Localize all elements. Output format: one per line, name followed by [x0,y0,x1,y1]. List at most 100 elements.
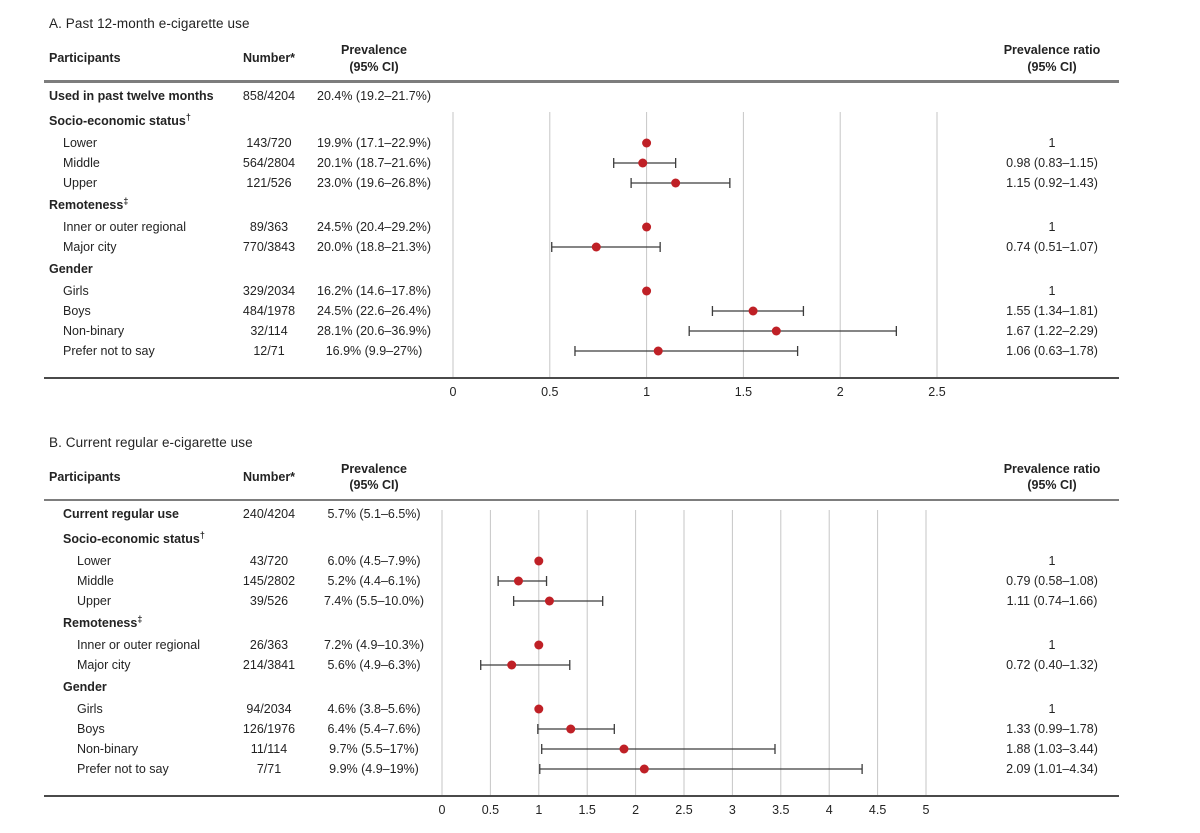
table-row: Socio-economic status† [44,527,1119,551]
x-axis-line [44,376,1119,379]
point-estimate-dot [534,556,544,566]
ratio-value: 1 [1048,702,1056,716]
x-tick-label: 5 [922,803,930,817]
prevalence-value: 20.0% (18.8–21.3%) [317,239,431,254]
number-value: 126/1976 [242,722,296,736]
x-tick-label: 0.5 [541,384,559,399]
prevalence-value: 16.2% (14.6–17.8%) [317,283,431,298]
prevalence-value: 5.2% (4.4–6.1%) [327,574,421,588]
ratio-value: 1.67 (1.22–2.29) [1006,323,1098,338]
prevalence-value: 20.4% (19.2–21.7%) [317,88,431,103]
point-estimate-dot [671,178,681,187]
number-value: 11/114 [250,742,288,756]
participant-label: Lower [77,554,112,568]
ratio-value: 0.72 (0.40–1.32) [1006,658,1098,672]
number-value: 770/3843 [242,239,296,254]
table-row: Remoteness‡ [44,611,1119,635]
column-header-participants: Participants [49,51,121,66]
prevalence-value: 6.0% (4.5–7.9%) [327,554,421,568]
x-tick-label: 0 [449,384,457,399]
x-tick-label: 0 [438,803,446,817]
participant-label: Remoteness‡ [63,613,143,630]
ratio-value: 1 [1048,219,1056,234]
table-row: Non-binary 32/114 28.1% (20.6–36.9%) 1.67 (… [44,321,1119,341]
column-header-prevalence: Prevalence (95% CI) [340,43,408,74]
number-value: 240/4204 [242,507,296,521]
column-header-number: Number* [242,51,296,66]
ratio-value: 1 [1048,638,1056,652]
table-row: Gender [44,675,1119,699]
participant-label: Non-binary [77,742,139,756]
point-estimate-dot [507,660,517,670]
panel-a-title: A. Past 12-month e-cigarette use [49,16,250,31]
table-row: Gender [44,257,1119,281]
number-value: 7/71 [256,762,282,776]
number-value: 143/720 [246,135,292,150]
number-value: 145/2802 [242,574,296,588]
number-value: 89/363 [249,219,289,234]
participant-label: Gender [49,261,93,276]
number-value: 12/71 [253,343,285,358]
ratio-value: 2.09 (1.01–4.34) [1006,762,1098,776]
ratio-value: 1.55 (1.34–1.81) [1006,303,1098,318]
prevalence-value: 20.1% (18.7–21.6%) [317,155,431,170]
number-value: 32/114 [250,323,288,338]
ratio-value: 1 [1048,283,1056,298]
ratio-value: 0.98 (0.83–1.15) [1006,155,1098,170]
prevalence-value: 23.0% (19.6–26.8%) [317,175,431,190]
prevalence-value: 5.7% (5.1–6.5%) [327,507,421,521]
participant-label: Upper [77,594,112,608]
panel-b-title: B. Current regular e-cigarette use [49,434,253,450]
x-axis: 0 0.5 1 1.5 2 2.5 [44,379,1119,403]
x-tick-label: 2.5 [928,384,946,399]
table-row: Non-binary 11/114 9.7% (5.5–17%) 1.88 (1.03… [44,739,1119,759]
table-row: Boys 484/1978 24.5% (22.6–26.4%) 1.55 (1.34… [44,301,1119,321]
table-row: Upper 121/526 23.0% (19.6–26.8%) 1.15 (0.92… [44,173,1119,193]
x-tick-label: 4.5 [868,803,887,817]
point-estimate-dot [619,744,629,754]
number-value: 329/2034 [242,283,296,298]
x-axis-line [44,795,1119,797]
number-value: 858/4204 [242,88,296,103]
x-tick-label: 2.5 [675,803,693,817]
table-row: Major city 770/3843 20.0% (18.8–21.3%) 0.74… [44,237,1119,257]
forest-plot-area [440,501,985,795]
table-row: Used in past twelve months 858/4204 20.4% … [44,83,1119,109]
participant-label: Socio-economic status† [63,529,205,546]
participant-label: Middle [63,155,100,170]
panel-a-table: Participants Number* Prevalence (95% CI)… [44,42,1119,403]
x-tick-label: 3.5 [772,803,790,817]
participant-label: Major city [63,239,117,254]
table-row: Lower 43/720 6.0% (4.5–7.9%) 1 [44,551,1119,571]
table-row: Girls 329/2034 16.2% (14.6–17.8%) 1 [44,281,1119,301]
table-row: Middle 564/2804 20.1% (18.7–21.6%) 0.98 (0.… [44,153,1119,173]
table-header: Participants Number* Prevalence (95% CI)… [44,461,1119,499]
table-row: Upper 39/526 7.4% (5.5–10.0%) 1.11 (0.74–1.… [44,591,1119,611]
number-value: 26/363 [249,638,289,652]
table-row: Current regular use 240/4204 5.7% (5.1–6.5… [44,501,1119,527]
participant-label: Boys [63,303,91,318]
footnote-marker: † [185,111,191,122]
column-header-number: Number* [242,469,296,484]
point-estimate-dot [642,286,652,295]
x-tick-label: 2 [632,803,640,817]
ratio-value: 0.79 (0.58–1.08) [1006,574,1098,588]
point-estimate-dot [638,158,648,167]
x-tick-label: 2 [836,384,844,399]
column-header-ratio: Prevalence ratio (95% CI) [1003,43,1101,74]
table-row: Lower 143/720 19.9% (17.1–22.9%) 1 [44,133,1119,153]
participant-label: Lower [63,135,98,150]
participant-label: Used in past twelve months [49,88,214,103]
prevalence-value: 5.6% (4.9–6.3%) [327,658,421,672]
number-value: 564/2804 [242,155,296,170]
point-estimate-dot [534,640,544,650]
number-value: 43/720 [249,554,289,568]
table-row: Major city 214/3841 5.6% (4.9–6.3%) 0.72 (0… [44,655,1119,675]
x-tick-label: 1 [643,384,651,399]
point-estimate-dot [653,346,663,355]
header-rule [44,80,1119,83]
ratio-value: 1 [1048,135,1056,150]
prevalence-value: 6.4% (5.4–7.6%) [327,722,421,736]
point-estimate-dot [513,576,523,586]
participant-label: Current regular use [63,507,180,521]
